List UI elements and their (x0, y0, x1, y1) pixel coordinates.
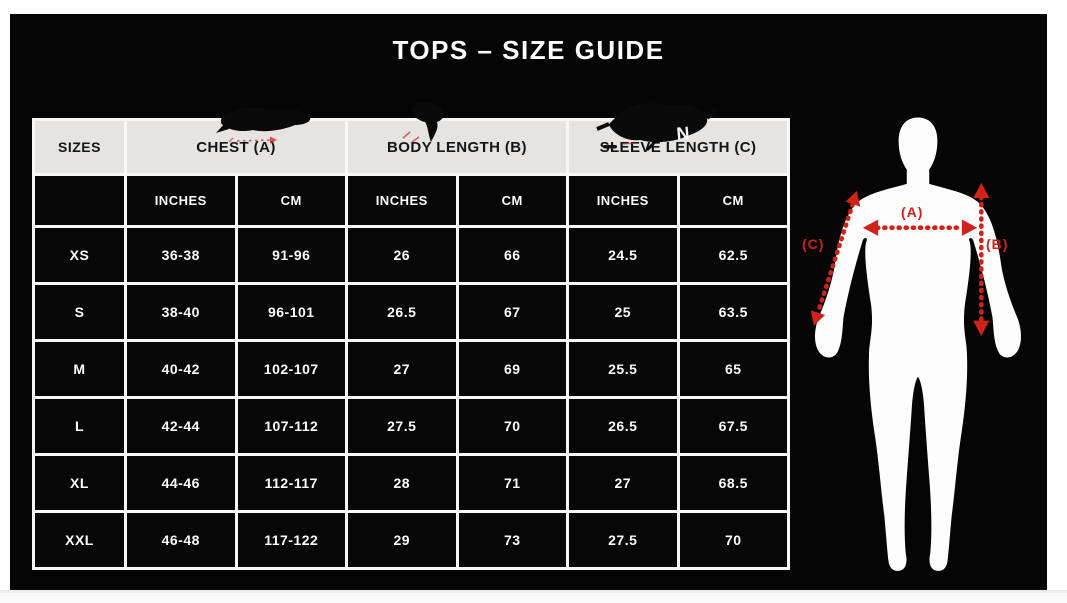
value-cell: 107-112 (237, 399, 345, 453)
size-cell-xl: XL (35, 456, 124, 510)
column-header-chest: CHEST (A) (127, 121, 345, 173)
value-cell: 73 (458, 513, 566, 567)
value-cell: 117-122 (237, 513, 345, 567)
value-cell: 62.5 (679, 228, 787, 282)
value-cell: 25.5 (569, 342, 677, 396)
value-cell: 112-117 (237, 456, 345, 510)
value-cell: 44-46 (127, 456, 235, 510)
value-cell: 66 (458, 228, 566, 282)
unit-header-sleeve-cm: CM (679, 176, 787, 225)
value-cell: 26 (348, 228, 456, 282)
value-cell: 70 (679, 513, 787, 567)
value-cell: 26.5 (569, 399, 677, 453)
value-cell: 67 (458, 285, 566, 339)
value-cell: 96-101 (237, 285, 345, 339)
size-guide-table: SIZES CHEST (A) BODY LENGTH (B) SLEEVE L… (32, 118, 790, 570)
value-cell: 26.5 (348, 285, 456, 339)
chest-measure-arrow (862, 219, 978, 236)
column-header-sizes: SIZES (35, 121, 124, 173)
size-cell-xs: XS (35, 228, 124, 282)
value-cell: 70 (458, 399, 566, 453)
size-cell-m: M (35, 342, 124, 396)
value-cell: 29 (348, 513, 456, 567)
value-cell: 69 (458, 342, 566, 396)
blank-corner-cell (35, 176, 124, 225)
value-cell: 28 (348, 456, 456, 510)
value-cell: 38-40 (127, 285, 235, 339)
size-guide-panel: TOPS – SIZE GUIDE SIZES CHEST (A) BODY L… (10, 14, 1047, 590)
unit-header-body-inches: INCHES (348, 176, 456, 225)
body-silhouette (815, 117, 1021, 571)
column-header-body-length: BODY LENGTH (B) (348, 121, 566, 173)
chest-measure-label: (A) (901, 204, 924, 220)
body-length-measure-label: (B) (986, 236, 1009, 252)
value-cell: 27 (569, 456, 677, 510)
value-cell: 36-38 (127, 228, 235, 282)
value-cell: 25 (569, 285, 677, 339)
value-cell: 102-107 (237, 342, 345, 396)
sleeve-measure-arrow (810, 190, 861, 326)
value-cell: 63.5 (679, 285, 787, 339)
value-cell: 27.5 (569, 513, 677, 567)
value-cell: 46-48 (127, 513, 235, 567)
size-cell-s: S (35, 285, 124, 339)
body-length-measure-arrow (973, 182, 990, 336)
value-cell: 91-96 (237, 228, 345, 282)
size-cell-xxl: XXL (35, 513, 124, 567)
unit-header-chest-cm: CM (237, 176, 345, 225)
measurement-diagram: (A) (B) (C) (793, 95, 1043, 585)
value-cell: 24.5 (569, 228, 677, 282)
unit-header-body-cm: CM (458, 176, 566, 225)
unit-header-chest-inches: INCHES (127, 176, 235, 225)
column-header-sleeve-length: SLEEVE LENGTH (C) (569, 121, 787, 173)
body-silhouette-graphic (810, 117, 1021, 571)
value-cell: 27.5 (348, 399, 456, 453)
sleeve-measure-label: (C) (802, 236, 825, 252)
unit-header-sleeve-inches: INCHES (569, 176, 677, 225)
value-cell: 42-44 (127, 399, 235, 453)
value-cell: 27 (348, 342, 456, 396)
size-cell-l: L (35, 399, 124, 453)
value-cell: 65 (679, 342, 787, 396)
page-title: TOPS – SIZE GUIDE (392, 35, 665, 65)
value-cell: 68.5 (679, 456, 787, 510)
page-bottom-strip (0, 590, 1067, 603)
value-cell: 40-42 (127, 342, 235, 396)
value-cell: 71 (458, 456, 566, 510)
value-cell: 67.5 (679, 399, 787, 453)
